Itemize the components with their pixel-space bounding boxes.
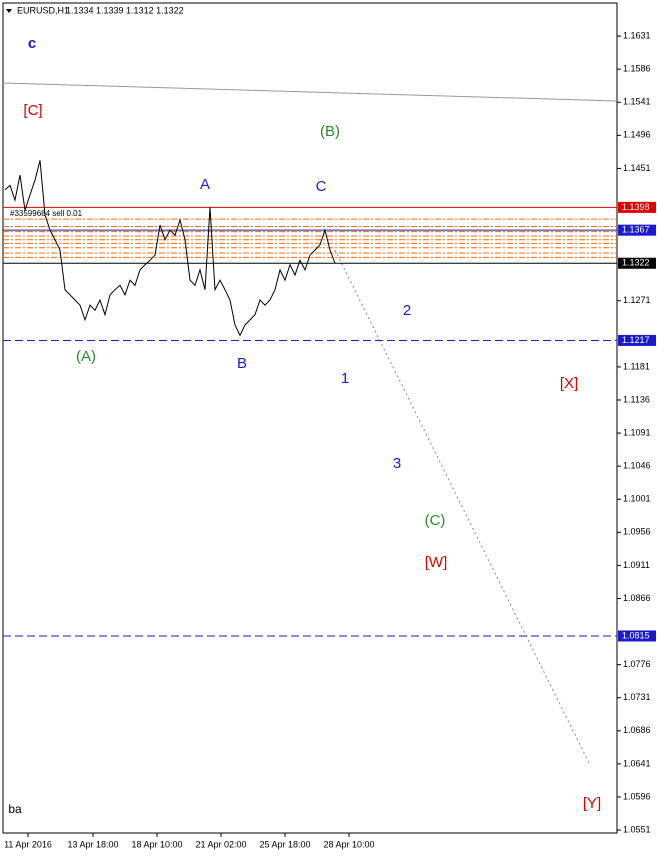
y-tick-label: 1.1271 [623,295,651,305]
trend-line [2,82,618,102]
level-tag [618,334,656,346]
level-label: 1.0815 [622,630,650,640]
y-tick-label: 1.0551 [623,824,651,834]
y-tick-label: 1.1631 [623,30,651,40]
y-tick-label: 1.1541 [623,97,651,107]
level-tag [618,630,656,642]
ohlc: 1.1334 1.1339 1.1312 1.1322 [66,5,184,15]
projection-line [334,249,591,766]
wave-label: (A) [76,348,96,365]
y-tick-label: 1.1046 [623,461,651,471]
x-tick-label: 21 Apr 02:00 [195,839,246,849]
wave-label: [Y] [583,795,601,812]
y-tick-label: 1.1586 [623,64,651,74]
plot-frame [2,2,618,834]
wave-label: 2 [403,302,411,319]
y-tick-label: 1.1496 [623,130,651,140]
level-label: 1.1398 [622,202,650,212]
y-tick-label: 1.0776 [623,659,651,669]
wave-label: C [316,178,327,195]
wave-label: (B) [320,123,340,140]
y-tick-label: 1.1001 [623,494,651,504]
y-tick-label: 1.0731 [623,692,651,702]
wave-label: [C] [23,102,42,119]
y-tick-label: 1.0866 [623,593,651,603]
wave-label: [W] [425,554,448,571]
level-label: 1.1217 [622,335,650,345]
symbol: EURUSD,H1 [17,5,69,15]
level-label: 1.1367 [622,225,650,235]
wave-label: A [200,176,210,193]
level-tag [618,257,656,269]
x-tick-label: 13 Apr 18:00 [67,839,118,849]
level-tag [618,224,656,236]
x-tick-label: 25 Apr 18:00 [259,839,310,849]
wave-label: c [28,35,36,52]
x-tick-label: 18 Apr 10:00 [131,839,182,849]
y-tick-label: 1.0596 [623,791,651,801]
x-tick-label: 28 Apr 10:00 [323,839,374,849]
y-tick-label: 1.1091 [623,427,651,437]
wave-label: 3 [393,455,401,472]
order-label: #33599684 sell 0.01 [10,209,83,218]
y-tick-label: 1.0911 [623,560,650,570]
wave-label: B [237,355,247,372]
y-tick-label: 1.0686 [623,725,651,735]
level-label: 1.1322 [622,258,650,268]
y-tick-label: 1.1136 [623,394,650,404]
wave-label: [X] [560,375,578,392]
indicator-label: ba [8,802,22,816]
y-tick-label: 1.1181 [623,361,650,371]
y-tick-label: 1.0956 [623,527,651,537]
menu-arrow [6,9,12,13]
level-tag [618,201,656,213]
x-tick-label: 11 Apr 2016 [4,839,52,849]
wave-label: 1 [341,370,349,387]
wave-label: (C) [425,512,446,529]
y-tick-label: 1.1451 [623,163,651,173]
y-tick-label: 1.0641 [623,758,651,768]
price-line [4,160,336,337]
